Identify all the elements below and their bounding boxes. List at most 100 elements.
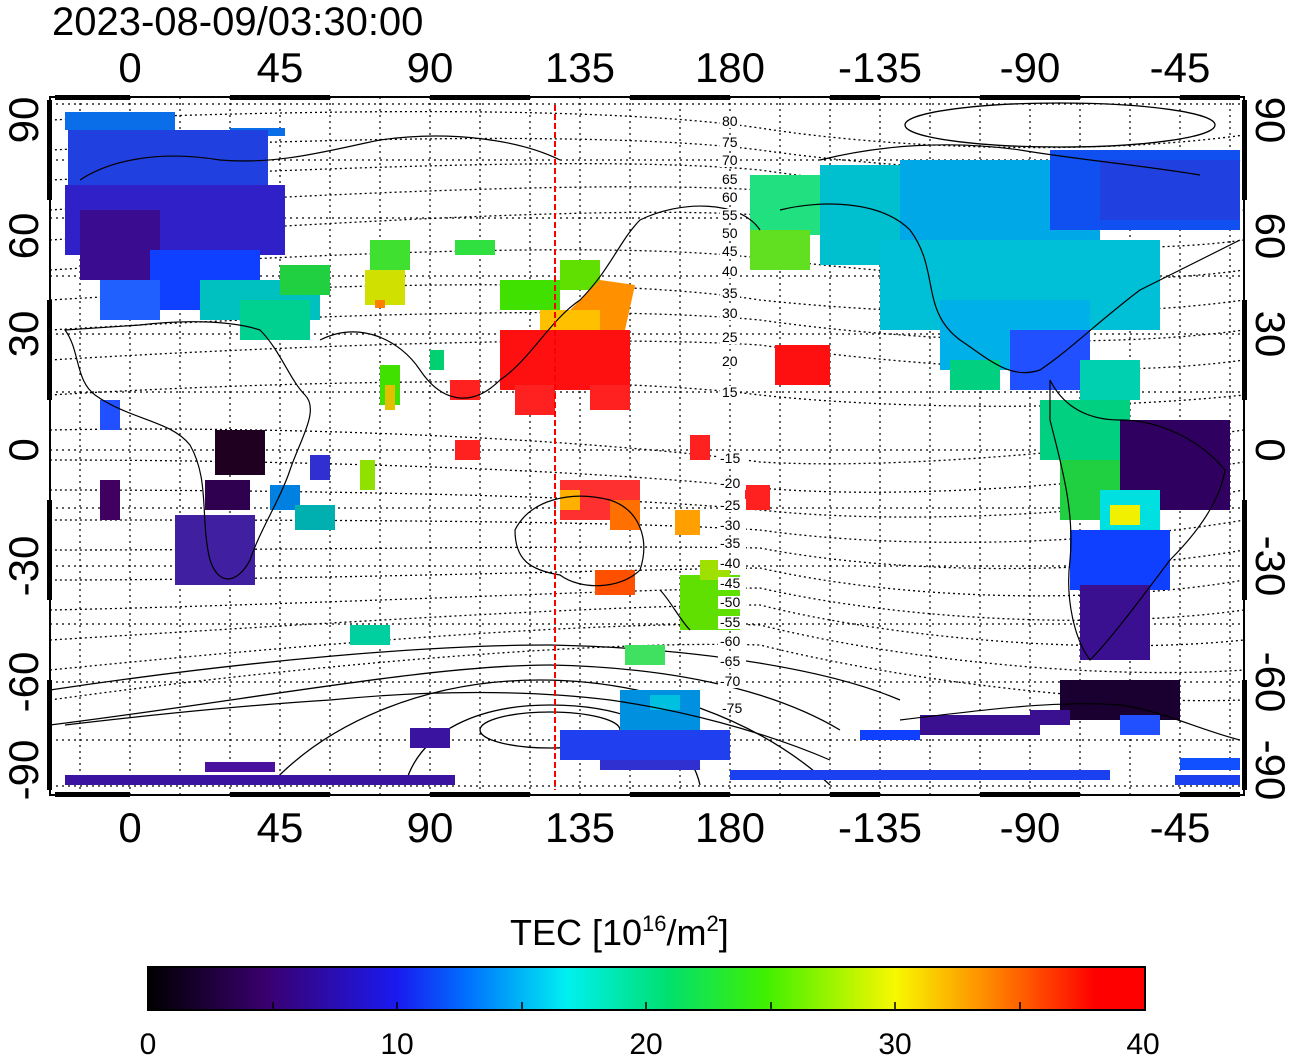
contour-label: 60 <box>722 189 738 205</box>
contour-label-bg <box>718 477 746 490</box>
lon-tick-label: 45 <box>257 44 304 91</box>
lat-tick-label: -30 <box>1247 536 1294 597</box>
contour-label: -60 <box>720 633 740 649</box>
lat-tick-label: 30 <box>1247 311 1294 358</box>
lon-tick-label: 45 <box>257 804 304 851</box>
contour-label-bg <box>718 577 746 590</box>
contour-label: -40 <box>720 555 740 571</box>
colorbar-title-prefix: TEC [10 <box>510 912 642 953</box>
contour-label-bg <box>720 287 740 300</box>
contour-label-bg <box>718 519 746 532</box>
lon-ticks-top: 0 45 90 135 180 -135 -90 -45 <box>118 44 1210 91</box>
lat-tick-label: -90 <box>1247 740 1294 801</box>
contour-label: 25 <box>722 329 738 345</box>
lon-tick-label: -45 <box>1150 44 1211 91</box>
tec-map: 80 75 70 65 60 55 50 45 40 35 30 25 20 15 -15 -20 -25 -30… <box>47 95 1247 797</box>
contour-label-bg <box>720 331 740 344</box>
lat-tick-label: -90 <box>0 740 47 801</box>
lon-ticks-bottom: 0 45 90 135 180 -135 -90 -45 <box>118 804 1210 851</box>
lon-tick-label: -90 <box>1000 804 1061 851</box>
contour-label: 45 <box>722 243 738 259</box>
lon-tick-label: 0 <box>118 44 141 91</box>
contour-label-bg <box>720 191 740 204</box>
lon-tick-label: -135 <box>838 804 922 851</box>
lat-tick-label: -60 <box>0 652 47 713</box>
lon-tick-label: 135 <box>545 804 615 851</box>
contour-label-bg <box>720 115 740 128</box>
lat-ticks-right: 90 60 30 0 -30 -60 -90 <box>1247 97 1294 801</box>
coastlines <box>63 135 1241 761</box>
tec-data-africa <box>100 400 375 585</box>
contour-labels: 80 75 70 65 60 55 50 45 40 35 30 25 20 15 -15 -20 -25 -30… <box>718 113 748 716</box>
lat-tick-label: 60 <box>0 213 47 260</box>
contour-label: -35 <box>720 535 740 551</box>
contour-label-bg <box>720 702 748 715</box>
lon-tick-label: 180 <box>695 44 765 91</box>
colorbar-title-sup1: 16 <box>642 911 666 936</box>
colorbar-ticks <box>272 1002 1021 1010</box>
colorbar-tick-label: 20 <box>629 1028 662 1057</box>
lon-tick-label: -45 <box>1150 804 1211 851</box>
lon-tick-label: -135 <box>838 44 922 91</box>
contour-label-bg <box>718 616 746 629</box>
contour-label-bg <box>718 557 746 570</box>
contour-label: 50 <box>722 225 738 241</box>
contour-label-bg <box>720 245 740 258</box>
contour-label: -25 <box>720 497 740 513</box>
contour-label: -30 <box>720 517 740 533</box>
colorbar-tick-label: 30 <box>878 1028 911 1057</box>
tec-data-antarctic <box>65 728 1240 785</box>
tec-data-americas <box>750 150 1240 740</box>
contour-label-bg <box>720 265 740 278</box>
lat-tick-label: 0 <box>0 438 47 461</box>
contour-label-bg <box>720 307 740 320</box>
contour-label-bg <box>718 499 746 512</box>
contour-label-bg <box>718 452 746 465</box>
colorbar-tick-label: 10 <box>380 1028 413 1057</box>
colorbar-title-sup2: 2 <box>707 911 719 936</box>
contour-label: 15 <box>722 384 738 400</box>
lon-tick-label: 90 <box>407 804 454 851</box>
contour-label: 70 <box>722 152 738 168</box>
contour-label-bg <box>718 596 746 609</box>
lat-tick-label: 30 <box>0 311 47 358</box>
lon-tick-label: -90 <box>1000 44 1061 91</box>
contour-label: 30 <box>722 305 738 321</box>
colorbar-title-mid: /m <box>667 912 707 953</box>
lon-tick-label: 0 <box>118 804 141 851</box>
contour-label: -15 <box>720 450 740 466</box>
lat-tick-label: -60 <box>1247 652 1294 713</box>
contour-label: 55 <box>722 207 738 223</box>
tec-data-oceania <box>350 345 830 770</box>
contour-label: -20 <box>720 475 740 491</box>
colorbar-tick-label: 0 <box>140 1028 157 1057</box>
contour-label-bg <box>718 635 746 648</box>
contour-label-bg <box>720 209 740 222</box>
tec-data-eurasia <box>65 112 635 460</box>
contour-label: 80 <box>722 113 738 129</box>
contour-label: 20 <box>722 353 738 369</box>
contour-label: -50 <box>720 594 740 610</box>
contour-label: -65 <box>720 653 740 669</box>
contour-label: -55 <box>720 614 740 630</box>
lon-tick-label: 135 <box>545 44 615 91</box>
contour-label: -75 <box>722 700 742 716</box>
colorbar-title: TEC [1016/m2] <box>510 911 729 953</box>
lat-ticks-left: 90 60 30 0 -30 -60 -90 <box>0 97 47 801</box>
contour-label-bg <box>718 675 746 688</box>
lat-tick-label: -30 <box>0 536 47 597</box>
contour-label: 40 <box>722 263 738 279</box>
contour-label-bg <box>720 154 740 167</box>
contour-label-bg <box>718 537 746 550</box>
lat-tick-label: 60 <box>1247 213 1294 260</box>
lon-tick-label: 90 <box>407 44 454 91</box>
timestamp: 2023-08-09/03:30:00 <box>52 0 423 44</box>
contour-label-bg <box>720 386 740 399</box>
contour-label-bg <box>720 173 740 186</box>
lon-tick-label: 180 <box>695 804 765 851</box>
contour-label: -70 <box>720 673 740 689</box>
lat-tick-label: 0 <box>1247 438 1294 461</box>
contour-label: -45 <box>720 575 740 591</box>
contour-label: 75 <box>722 134 738 150</box>
colorbar-tick-label: 40 <box>1126 1028 1159 1057</box>
